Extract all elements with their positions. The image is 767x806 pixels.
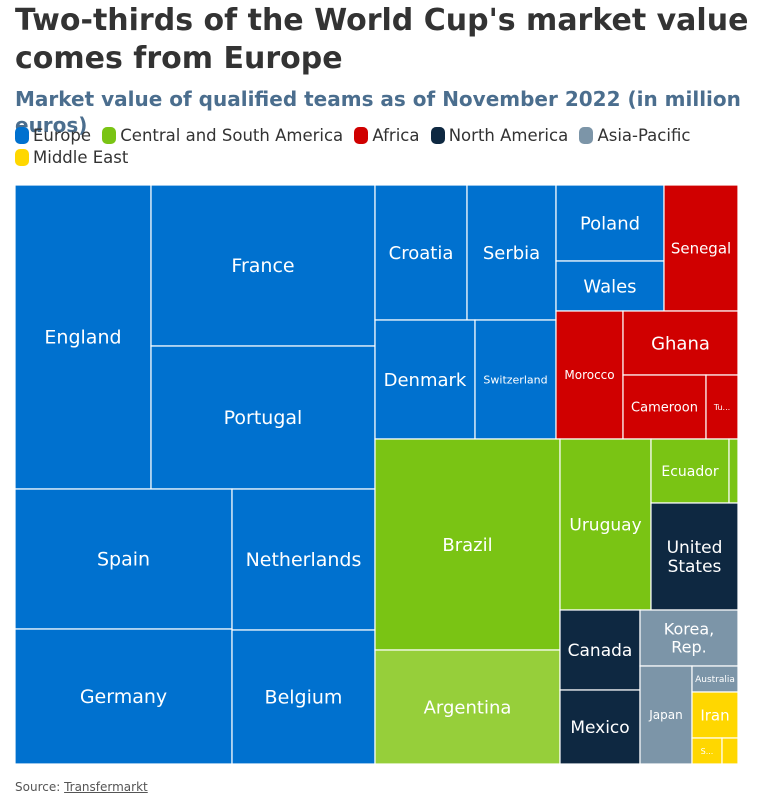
treemap-label-morocco: Morocco: [564, 368, 614, 382]
treemap-tile-france[interactable]: [150, 184, 376, 347]
legend: Europe Central and South America Africa …: [15, 125, 755, 169]
treemap-tile-qatar[interactable]: [721, 737, 739, 765]
treemap-label-australia: Australia: [695, 675, 735, 685]
treemap-tile-costa-rica[interactable]: [728, 438, 739, 504]
legend-swatch-central-south-america: [102, 127, 117, 144]
treemap-tile-japan[interactable]: [639, 665, 693, 765]
treemap-label-tunisia: Tu...: [713, 403, 730, 412]
treemap-label-denmark: Denmark: [384, 370, 467, 391]
treemap-tile-ecuador[interactable]: [650, 438, 730, 504]
treemap-label-mexico: Mexico: [570, 718, 629, 738]
treemap-tile-saudi-arabia[interactable]: [691, 737, 723, 765]
treemap-label-saudi-arabia: S...: [701, 747, 714, 756]
legend-swatch-africa: [354, 127, 369, 144]
legend-label-central-south-america: Central and South America: [120, 126, 344, 145]
treemap-tile-iran[interactable]: [691, 691, 739, 739]
legend-label-middle-east: Middle East: [33, 148, 129, 167]
treemap-label-ghana: Ghana: [651, 333, 710, 354]
treemap-label-portugal: Portugal: [224, 407, 303, 429]
treemap-label-france: France: [231, 255, 294, 277]
treemap-label-ecuador: Ecuador: [661, 464, 718, 480]
legend-item-north-america[interactable]: North America: [430, 125, 569, 147]
treemap-tile-argentina[interactable]: [374, 649, 561, 765]
legend-item-central-south-america[interactable]: Central and South America: [102, 125, 343, 147]
treemap-tile-switzerland[interactable]: [474, 319, 557, 440]
legend-label-europe: Europe: [33, 126, 92, 145]
treemap-label-united-states: United States: [667, 538, 723, 577]
treemap-label-brazil: Brazil: [442, 535, 492, 556]
legend-swatch-north-america: [430, 127, 445, 144]
legend-item-europe[interactable]: Europe: [15, 125, 91, 147]
legend-label-asia-pacific: Asia-Pacific: [597, 126, 691, 145]
treemap-tile-germany[interactable]: [14, 628, 233, 765]
legend-item-asia-pacific[interactable]: Asia-Pacific: [579, 125, 690, 147]
treemap-label-senegal: Senegal: [671, 239, 731, 257]
source-link[interactable]: Transfermarkt: [64, 780, 148, 794]
treemap-tile-senegal[interactable]: [663, 184, 739, 312]
source-prefix: Source:: [15, 780, 65, 794]
treemap-label-serbia: Serbia: [483, 243, 540, 264]
treemap-tile-croatia[interactable]: [374, 184, 468, 321]
treemap-tile-uruguay[interactable]: [559, 438, 652, 611]
treemap-label-spain: Spain: [97, 549, 150, 571]
treemap-label-germany: Germany: [80, 686, 167, 708]
treemap-tile-tunisia[interactable]: [705, 374, 739, 440]
treemap-tile-poland[interactable]: [555, 184, 665, 262]
treemap-label-poland: Poland: [580, 213, 640, 234]
treemap-tile-korea-rep[interactable]: [639, 609, 739, 667]
legend-swatch-europe: [15, 127, 29, 144]
legend-label-north-america: North America: [448, 126, 569, 145]
treemap-label-england: England: [44, 327, 121, 349]
legend-swatch-asia-pacific: [579, 127, 594, 144]
treemap-label-iran: Iran: [700, 706, 729, 724]
treemap-label-argentina: Argentina: [424, 697, 512, 718]
treemap-tile-belgium[interactable]: [231, 629, 376, 765]
treemap-tile-cameroon[interactable]: [622, 374, 707, 440]
treemap-label-canada: Canada: [568, 641, 633, 661]
chart-title: Two-thirds of the World Cup's market val…: [15, 3, 749, 76]
treemap-label-belgium: Belgium: [265, 687, 343, 709]
treemap-label-switzerland: Switzerland: [483, 373, 547, 386]
treemap-label-korea-rep: Korea, Rep.: [664, 620, 714, 657]
treemap-tile-ghana[interactable]: [622, 310, 739, 376]
source-note: Source: Transfermarkt: [15, 780, 148, 794]
treemap-label-japan: Japan: [648, 708, 682, 722]
treemap-tile-canada[interactable]: [559, 609, 641, 691]
treemap-tile-england[interactable]: [14, 184, 152, 490]
treemap-tile-netherlands[interactable]: [231, 488, 376, 631]
treemap-tile-spain[interactable]: [14, 488, 233, 630]
chart-subtitle: Market value of qualified teams as of No…: [15, 87, 741, 137]
treemap-label-croatia: Croatia: [389, 243, 454, 264]
treemap-label-netherlands: Netherlands: [246, 549, 362, 571]
treemap-tile-morocco[interactable]: [555, 310, 624, 440]
treemap-label-cameroon: Cameroon: [631, 401, 698, 416]
treemap-tile-brazil[interactable]: [374, 438, 561, 651]
treemap-label-uruguay: Uruguay: [569, 515, 641, 535]
treemap-tile-mexico[interactable]: [559, 689, 641, 765]
legend-swatch-middle-east: [15, 149, 29, 166]
legend-item-africa[interactable]: Africa: [354, 125, 419, 147]
legend-item-middle-east[interactable]: Middle East: [15, 147, 128, 169]
treemap-label-wales: Wales: [583, 276, 636, 297]
legend-label-africa: Africa: [372, 126, 420, 145]
